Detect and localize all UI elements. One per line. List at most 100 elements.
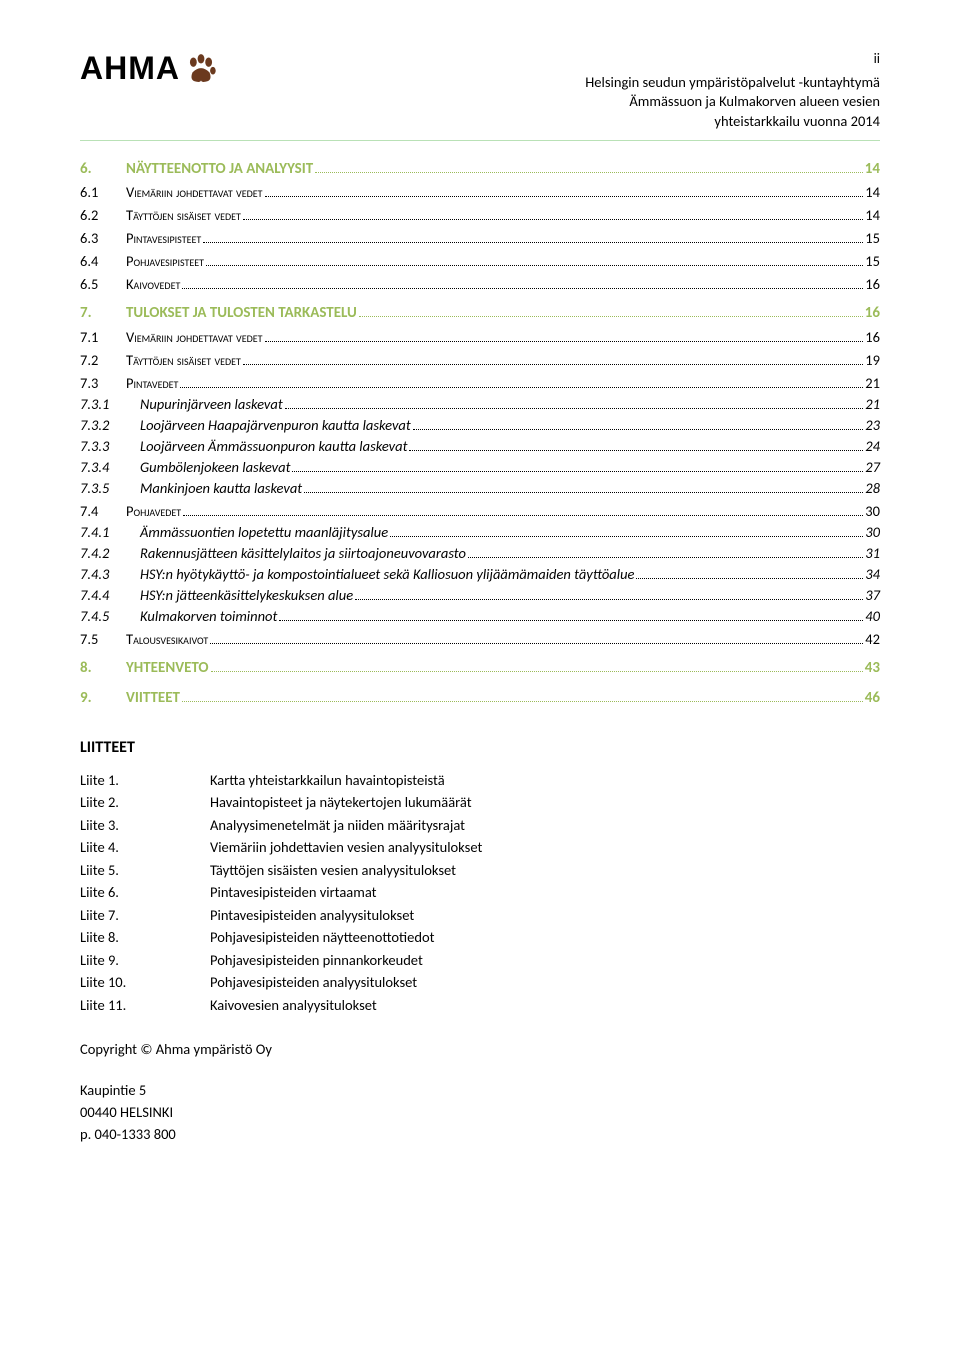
toc-page: 21 — [865, 394, 880, 415]
toc-title: VIITTEET — [126, 688, 180, 710]
toc-number: 7.3.4 — [80, 457, 140, 478]
toc-entry: 6.5Kaivovedet16 — [80, 274, 880, 295]
logo: AHMA — [80, 50, 218, 87]
header-line: yhteistarkkailu vuonna 2014 — [585, 112, 880, 132]
attachment-row: Liite 3.Analyysimenetelmät ja niiden mää… — [80, 814, 880, 836]
attachment-row: Liite 7.Pintavesipisteiden analyysitulok… — [80, 904, 880, 926]
toc-leader — [304, 492, 863, 493]
header-line: Ämmässuon ja Kulmakorven alueen vesien — [585, 92, 880, 112]
toc-entry: 7.4.5Kulmakorven toiminnot40 — [80, 606, 880, 627]
toc-page: 21 — [865, 373, 880, 394]
attachment-text: Havaintopisteet ja näytekertojen lukumää… — [210, 791, 472, 813]
toc-title: Täyttöjen sisäiset vedet — [126, 205, 241, 226]
toc-page: 43 — [865, 658, 880, 680]
toc-number: 7.2 — [80, 350, 126, 371]
toc-entry: 7.3.1Nupurinjärveen laskevat21 — [80, 394, 880, 415]
attachment-text: Pintavesipisteiden virtaamat — [210, 881, 377, 903]
attachment-text: Viemäriin johdettavien vesien analyysitu… — [210, 836, 482, 858]
attachment-row: Liite 10.Pohjavesipisteiden analyysitulo… — [80, 971, 880, 993]
toc-page: 46 — [865, 688, 880, 710]
toc-leader — [279, 620, 863, 621]
attachment-row: Liite 8.Pohjavesipisteiden näytteenottot… — [80, 926, 880, 948]
attachment-label: Liite 7. — [80, 904, 210, 926]
toc-title: Kulmakorven toiminnot — [140, 606, 277, 627]
attachment-text: Pintavesipisteiden analyysitulokset — [210, 904, 414, 926]
toc-page: 23 — [865, 415, 880, 436]
toc-leader — [468, 557, 863, 558]
toc-title: HSY:n hyötykäyttö- ja kompostointialueet… — [140, 564, 634, 585]
attachment-text: Kaivovesien analyysitulokset — [210, 994, 377, 1016]
attachments-list: Liite 1.Kartta yhteistarkkailun havainto… — [80, 769, 880, 1016]
attachment-text: Pohjavesipisteiden pinnankorkeudet — [210, 949, 423, 971]
toc-entry: 6.1Viemäriin johdettavat vedet14 — [80, 182, 880, 203]
toc-number: 6.2 — [80, 205, 126, 226]
toc-title: Pohjavedet — [126, 501, 181, 522]
toc-entry: 7.4Pohjavedet 30 — [80, 501, 880, 522]
page-header: AHMA ii Helsingin seudun ympäristöpalvel… — [80, 50, 880, 132]
toc-number: 7.4 — [80, 501, 126, 522]
header-title-block: ii Helsingin seudun ympäristöpalvelut -k… — [585, 50, 880, 132]
toc-number: 7.4.1 — [80, 522, 140, 543]
toc-entry: 7.4.2Rakennusjätteen käsittelylaitos ja … — [80, 543, 880, 564]
table-of-contents: 6.NÄYTTEENOTTO JA ANALYYSIT146.1Viemärii… — [80, 159, 880, 710]
attachment-text: Täyttöjen sisäisten vesien analyysitulok… — [210, 859, 456, 881]
toc-page: 30 — [865, 501, 880, 522]
footer-phone: p. 040-1333 800 — [80, 1123, 880, 1145]
copyright: Copyright © Ahma ympäristö Oy — [80, 1038, 880, 1060]
attachment-text: Pohjavesipisteiden analyysitulokset — [210, 971, 417, 993]
toc-title: Pintavedet — [126, 373, 178, 394]
toc-leader — [285, 408, 864, 409]
toc-number: 9. — [80, 688, 126, 710]
footer: Copyright © Ahma ympäristö Oy Kaupintie … — [80, 1038, 880, 1146]
attachment-row: Liite 5.Täyttöjen sisäisten vesien analy… — [80, 859, 880, 881]
toc-entry: 7.3.2Loojärveen Haapajärvenpuron kautta … — [80, 415, 880, 436]
toc-leader — [265, 196, 864, 197]
toc-leader — [210, 643, 863, 644]
toc-number: 7. — [80, 303, 126, 325]
toc-title: HSY:n jätteenkäsittelykeskuksen alue — [140, 585, 353, 606]
attachment-label: Liite 8. — [80, 926, 210, 948]
toc-leader — [183, 515, 863, 516]
attachment-row: Liite 4.Viemäriin johdettavien vesien an… — [80, 836, 880, 858]
attachment-row: Liite 9.Pohjavesipisteiden pinnankorkeud… — [80, 949, 880, 971]
toc-number: 7.3.3 — [80, 436, 140, 457]
toc-entry: 7.4.1Ämmässuontien lopetettu maanläjitys… — [80, 522, 880, 543]
toc-page: 15 — [865, 228, 880, 249]
toc-title: Loojärveen Haapajärvenpuron kautta laske… — [140, 415, 411, 436]
toc-entry: 7.1Viemäriin johdettavat vedet16 — [80, 327, 880, 348]
toc-leader — [355, 599, 863, 600]
toc-page: 42 — [865, 629, 880, 650]
toc-page: 19 — [865, 350, 880, 371]
toc-leader — [315, 172, 863, 173]
attachment-text: Kartta yhteistarkkailun havaintopisteist… — [210, 769, 445, 791]
toc-page: 27 — [865, 457, 880, 478]
toc-number: 7.3.1 — [80, 394, 140, 415]
toc-title: NÄYTTEENOTTO JA ANALYYSIT — [126, 159, 313, 181]
toc-leader — [243, 219, 863, 220]
toc-number: 7.3 — [80, 373, 126, 394]
toc-entry: 6.NÄYTTEENOTTO JA ANALYYSIT14 — [80, 159, 880, 181]
toc-title: Gumbölenjokeen laskevat — [140, 457, 290, 478]
toc-title: Rakennusjätteen käsittelylaitos ja siirt… — [140, 543, 466, 564]
toc-number: 7.4.5 — [80, 606, 140, 627]
toc-page: 37 — [865, 585, 880, 606]
toc-number: 8. — [80, 658, 126, 680]
toc-leader — [180, 387, 863, 388]
toc-number: 6.1 — [80, 182, 126, 203]
toc-number: 6.3 — [80, 228, 126, 249]
attachment-label: Liite 10. — [80, 971, 210, 993]
toc-number: 7.1 — [80, 327, 126, 348]
toc-entry: 7.3.5Mankinjoen kautta laskevat28 — [80, 478, 880, 499]
toc-page: 14 — [865, 205, 880, 226]
toc-number: 6.4 — [80, 251, 126, 272]
toc-number: 7.4.4 — [80, 585, 140, 606]
toc-number: 7.4.2 — [80, 543, 140, 564]
toc-page: 16 — [865, 274, 880, 295]
toc-leader — [243, 364, 863, 365]
toc-title: Kaivovedet — [126, 274, 180, 295]
toc-page: 14 — [865, 159, 880, 181]
toc-leader — [413, 429, 864, 430]
toc-title: Täyttöjen sisäiset vedet — [126, 350, 241, 371]
toc-leader — [409, 450, 863, 451]
toc-leader — [182, 701, 863, 702]
